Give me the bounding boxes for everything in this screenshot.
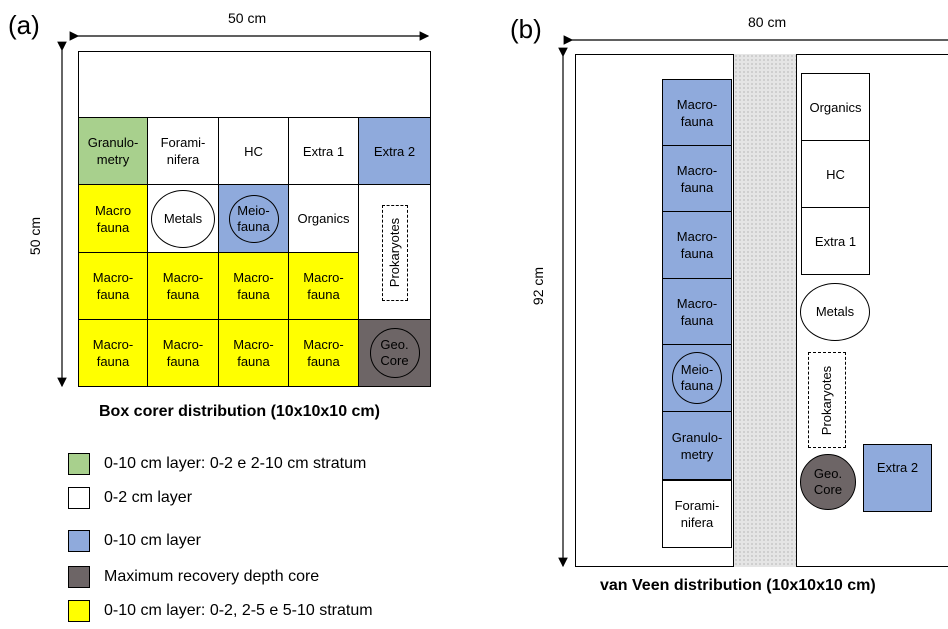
legend-label: 0-10 cm layer [104,532,201,549]
hc-cell: HC [801,140,870,208]
metals-circle: Metals [800,283,870,341]
macrofauna-cell: Macro- fauna [218,252,289,320]
macrofauna-cell: Macro- fauna [662,278,732,345]
geo-core-cell: Geo. Core [358,319,431,387]
legend-swatch-grey [68,566,90,588]
granulometry-cell: Granulo- metry [78,117,148,185]
geo-core-circle: Geo. Core [369,328,420,378]
extra2-cell: Extra 2 [863,444,932,512]
panel-a-height-label: 50 cm [27,216,44,256]
macrofauna-cell: Macro- fauna [662,79,732,146]
panel-b-height-label: 92 cm [530,266,547,306]
macrofauna-cell: Macro- fauna [662,145,732,212]
legend-swatch-blue [68,530,90,552]
panel-a-width-label: 50 cm [228,10,267,26]
macrofauna-cell: Macro fauna [78,184,148,253]
panel-b-caption: van Veen distribution (10x10x10 cm) [600,577,876,594]
macrofauna-cell: Macro- fauna [288,319,359,387]
panel-a-caption: Box corer distribution (10x10x10 cm) [99,403,380,420]
organics-cell: Organics [801,73,870,141]
prokaryotes-label: Prokaryotes [387,217,402,288]
sediment-strip [733,54,797,567]
macrofauna-cell: Macro- fauna [78,319,148,387]
granulometry-cell: Granulo- metry [662,411,732,480]
macrofauna-cell: Macro- fauna [78,252,148,320]
legend-swatch-white [68,487,90,509]
metals-cell: Metals [147,184,219,253]
prokaryotes-box: Prokaryotes [381,204,408,301]
metals-circle: Metals [151,189,215,248]
geo-core-circle: Geo. Core [800,454,856,510]
macrofauna-cell: Macro- fauna [147,252,219,320]
meiofauna-cell: Meio- fauna [218,184,289,253]
foraminifera-cell: Forami- nifera [662,480,732,548]
meiofauna-circle: Meio- fauna [228,194,279,243]
macrofauna-cell: Macro- fauna [662,211,732,279]
panel-a-letter: (a) [8,10,40,40]
legend-label: 0-10 cm layer: 0-2, 2-5 e 5-10 stratum [104,602,373,619]
prokaryotes-box: Prokaryotes [808,352,846,448]
panel-b-width-label: 80 cm [748,14,787,30]
legend-label: 0-10 cm layer: 0-2 e 2-10 cm stratum [104,455,367,472]
legend-label: 0-2 cm layer [104,489,193,506]
foraminifera-cell: Forami- nifera [147,117,219,185]
hc-cell: HC [218,117,289,185]
meiofauna-circle: Meio- fauna [672,352,722,404]
legend-swatch-yellow [68,600,90,622]
panel-b-letter: (b) [510,14,542,44]
macrofauna-cell: Macro- fauna [218,319,289,387]
macrofauna-cell: Macro- fauna [288,252,359,320]
prokaryotes-label: Prokaryotes [819,365,835,435]
extra1-cell: Extra 1 [801,207,870,275]
prokaryotes-cell: Prokaryotes [358,184,431,320]
extra2-cell: Extra 2 [358,117,431,185]
legend-label: Maximum recovery depth core [104,568,320,585]
macrofauna-cell: Macro- fauna [147,319,219,387]
organics-cell: Organics [288,184,359,253]
meiofauna-cell: Meio- fauna [662,344,732,412]
legend-swatch-green [68,453,90,475]
extra1-cell: Extra 1 [288,117,359,185]
